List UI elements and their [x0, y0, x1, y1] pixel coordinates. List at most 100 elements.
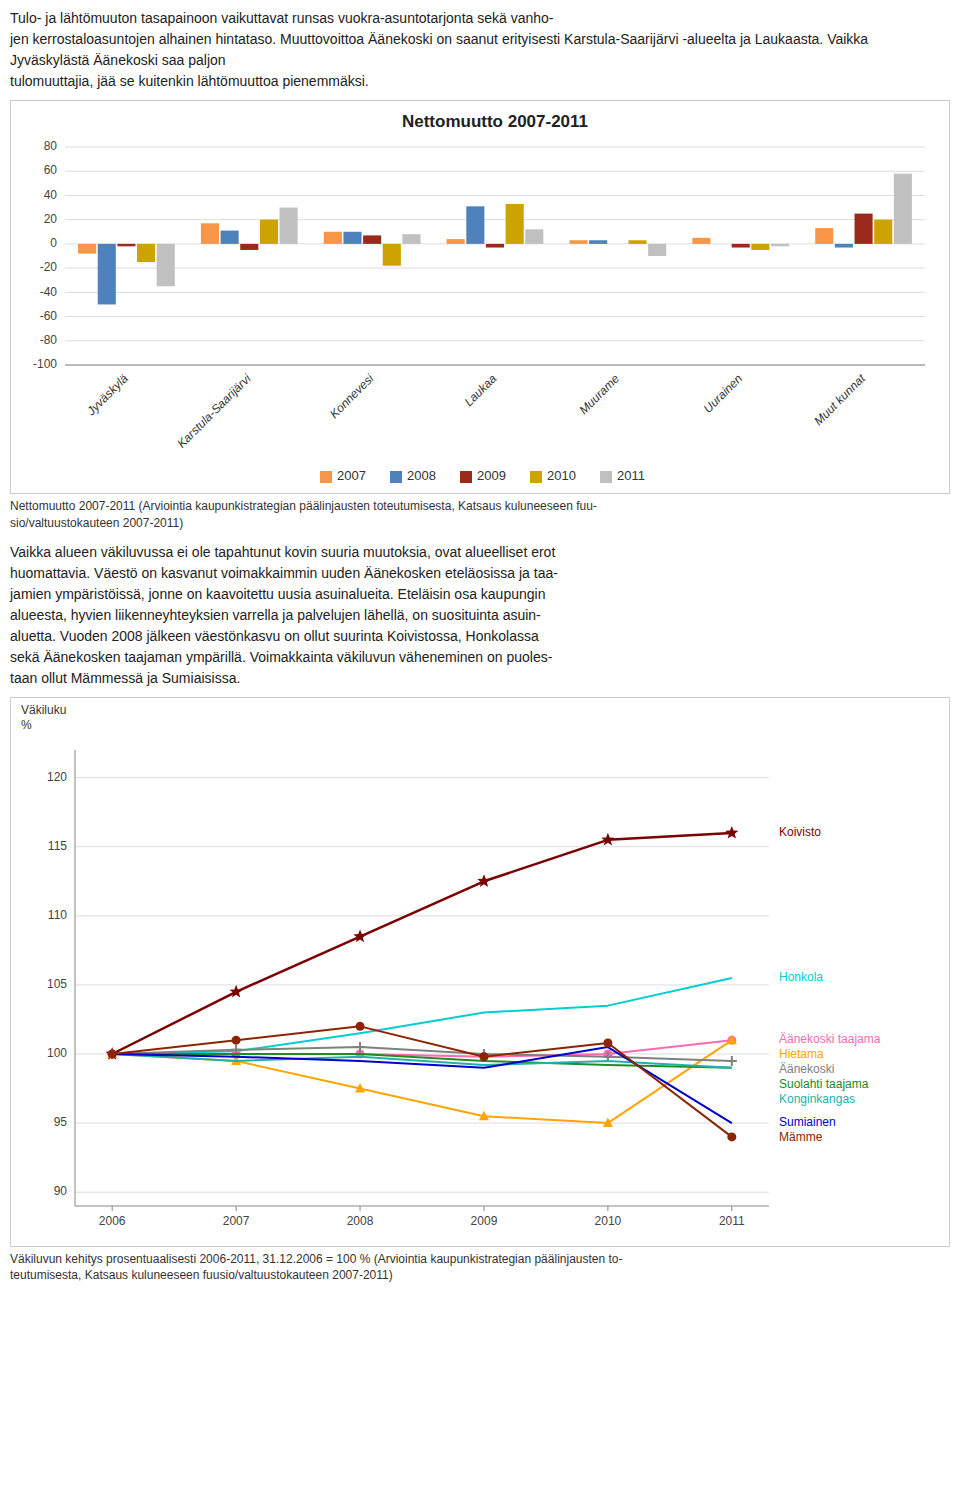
x-tick-label: 2009	[471, 1214, 498, 1228]
series-marker	[601, 832, 614, 845]
x-tick-label: Laukaa	[462, 371, 500, 409]
bar	[240, 244, 258, 250]
y-tick-label: -20	[40, 260, 58, 274]
bar	[447, 239, 465, 244]
bar	[692, 238, 710, 244]
x-tick	[607, 1206, 608, 1211]
series-label: Konginkangas	[779, 1092, 855, 1106]
y-tick-label: 80	[44, 139, 58, 153]
x-tick-label: 2008	[347, 1214, 374, 1228]
x-tick	[731, 1206, 732, 1211]
bar	[855, 214, 873, 244]
series-marker	[107, 1048, 117, 1058]
x-tick-label: Uurainen	[701, 371, 746, 416]
series-marker	[725, 826, 738, 839]
grid-line	[75, 846, 769, 847]
bar	[343, 232, 361, 244]
bar	[628, 240, 646, 244]
bar	[383, 244, 401, 266]
series-label: Suolahti taajama	[779, 1077, 869, 1091]
series-label: Honkola	[779, 970, 823, 984]
y-tick-label: -80	[40, 333, 58, 347]
bar	[815, 228, 833, 244]
bar-chart: Nettomuutto 2007-2011-100-80-60-40-20020…	[11, 101, 949, 493]
bar	[874, 220, 892, 244]
bar	[732, 244, 750, 248]
series-label: Koivisto	[779, 825, 821, 839]
bar	[609, 243, 627, 244]
grid-line	[65, 340, 925, 341]
legend-label: 2008	[407, 468, 436, 483]
y-axis-label-line: Väkiluku	[21, 703, 66, 717]
bar	[486, 244, 504, 248]
y-tick-label: -40	[40, 285, 58, 299]
x-tick	[360, 1206, 361, 1211]
y-axis-label-line: %	[21, 718, 32, 732]
page: Tulo- ja lähtömuuton tasapainoon vaikutt…	[0, 0, 960, 1284]
grid-line	[75, 1191, 769, 1192]
bar	[894, 174, 912, 244]
series-marker	[232, 1035, 241, 1044]
y-tick-label: 105	[47, 977, 67, 991]
series-marker	[479, 1110, 489, 1120]
bar	[525, 229, 543, 244]
grid-line	[65, 195, 925, 196]
series-label: Äänekoski	[779, 1062, 834, 1076]
caption: Nettomuutto 2007-2011 (Arviointia kaupun…	[10, 498, 950, 532]
series-label: Hietama	[779, 1047, 824, 1061]
grid-line	[65, 292, 925, 293]
series-marker	[727, 1132, 736, 1141]
y-tick-label: -100	[33, 357, 57, 371]
x-tick-label: Karstula-Saarijärvi	[174, 371, 253, 450]
series-label: Mämme	[779, 1130, 823, 1144]
y-tick-label: 40	[44, 188, 58, 202]
bar	[589, 240, 607, 244]
series-marker	[727, 1035, 736, 1044]
series-line	[112, 1040, 732, 1123]
grid-line	[75, 777, 769, 778]
y-tick-label: 90	[54, 1184, 68, 1198]
x-axis-line	[75, 1205, 769, 1206]
y-axis-line	[75, 750, 76, 1206]
x-tick-label: Jyväskylä	[83, 371, 131, 419]
series-marker	[477, 874, 490, 887]
y-axis-label: Väkiluku%	[21, 703, 66, 732]
grid-line	[65, 268, 925, 269]
x-tick-label: Muurame	[576, 371, 622, 417]
series-marker	[355, 1083, 365, 1093]
paragraph: Tulo- ja lähtömuuton tasapainoon vaikutt…	[10, 8, 950, 92]
legend-swatch	[600, 471, 612, 483]
y-tick-label: 115	[48, 838, 67, 852]
chart-panel: Väkiluku%9095100105110115120200620072008…	[10, 697, 950, 1247]
grid-line	[65, 171, 925, 172]
series-marker	[479, 1052, 488, 1061]
series-marker	[727, 1056, 737, 1066]
y-tick-label: 120	[47, 769, 67, 783]
bar	[751, 244, 769, 250]
series-marker	[108, 1049, 117, 1058]
bar	[506, 204, 524, 244]
grid-line	[65, 219, 925, 220]
bar	[570, 240, 588, 244]
bar	[771, 244, 789, 246]
series-marker	[229, 984, 242, 997]
series-label: Äänekoski taajama	[779, 1032, 881, 1046]
x-tick	[112, 1206, 113, 1211]
y-tick-label: 0	[50, 236, 57, 250]
x-axis-line	[65, 365, 925, 366]
legend-swatch	[530, 471, 542, 483]
bar	[648, 244, 666, 256]
x-tick	[483, 1206, 484, 1211]
legend-swatch	[320, 471, 332, 483]
caption: Väkiluvun kehitys prosentuaalisesti 2006…	[10, 1251, 950, 1285]
chart-title: Nettomuutto 2007-2011	[402, 112, 588, 131]
bar	[201, 223, 219, 244]
series-marker	[727, 1034, 737, 1044]
bar	[712, 243, 730, 244]
grid-line	[75, 915, 769, 916]
x-tick	[236, 1206, 237, 1211]
legend: 20072008200920102011	[320, 468, 645, 483]
x-tick-label: 2011	[719, 1214, 745, 1228]
grid-line	[65, 316, 925, 317]
legend-label: 2007	[337, 468, 366, 483]
